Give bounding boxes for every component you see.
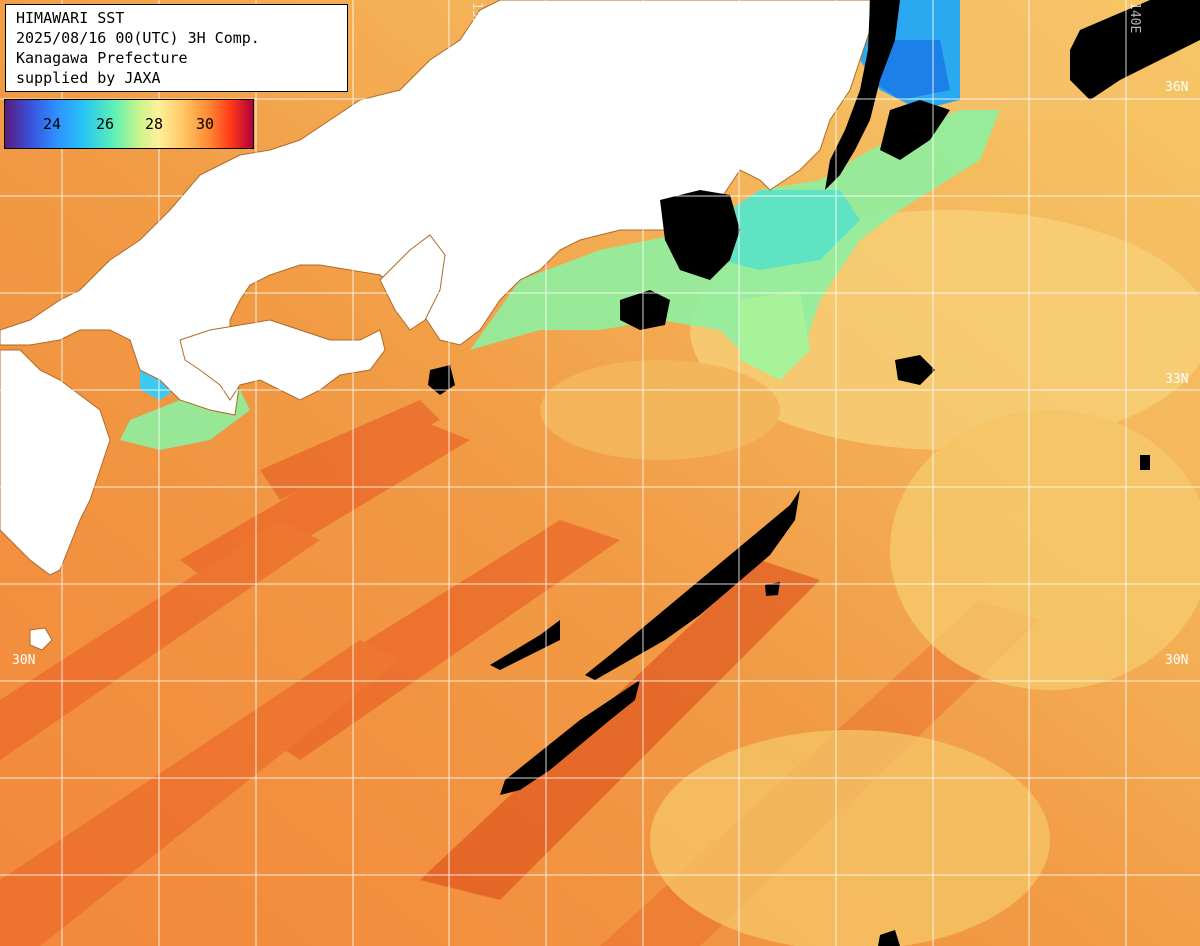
temperature-legend: 24 26 28 30 (4, 99, 254, 149)
lon-label-140e: 140E (1127, 2, 1142, 34)
legend-tick-30: 30 (196, 115, 215, 133)
info-credit: supplied by JAXA (16, 69, 161, 87)
cloud-bay (660, 190, 740, 280)
legend-tick-26: 26 (96, 115, 115, 133)
info-prefecture: Kanagawa Prefecture (16, 49, 188, 67)
cloud-east-coast (825, 0, 900, 190)
lat-label-30n-left: 30N (12, 653, 36, 668)
honshu (0, 0, 871, 416)
cloud-south-bay (620, 290, 670, 330)
legend-tick-28: 28 (145, 115, 164, 133)
cloud-band-main (585, 490, 800, 680)
lat-label-33n: 33N (1165, 372, 1189, 387)
cloud-speck-1 (765, 582, 780, 596)
cloud-center (895, 355, 935, 385)
small-island (29, 627, 53, 651)
cloud-speck-3 (1140, 455, 1150, 470)
info-date: 2025/08/16 00(UTC) 3H Comp. (16, 29, 260, 47)
legend-tick-24: 24 (43, 115, 62, 133)
cloud-band-lower (500, 680, 640, 795)
cloud-northeast (1070, 0, 1200, 100)
lat-label-36n: 36N (1165, 80, 1189, 95)
lat-label-30n-right: 30N (1165, 653, 1189, 668)
no-data-regions (428, 0, 1200, 946)
cloud-band-left (490, 620, 560, 670)
map-info-box: HIMAWARI SST 2025/08/16 00(UTC) 3H Comp.… (5, 4, 348, 92)
kii-peninsula (379, 234, 446, 331)
land-mass (0, 0, 871, 651)
info-title: HIMAWARI SST (16, 9, 125, 27)
lon-label-135e: 135E (469, 2, 484, 34)
cloud-kii (428, 365, 455, 395)
cloud-speck-2 (878, 930, 900, 946)
kyushu (0, 349, 111, 576)
